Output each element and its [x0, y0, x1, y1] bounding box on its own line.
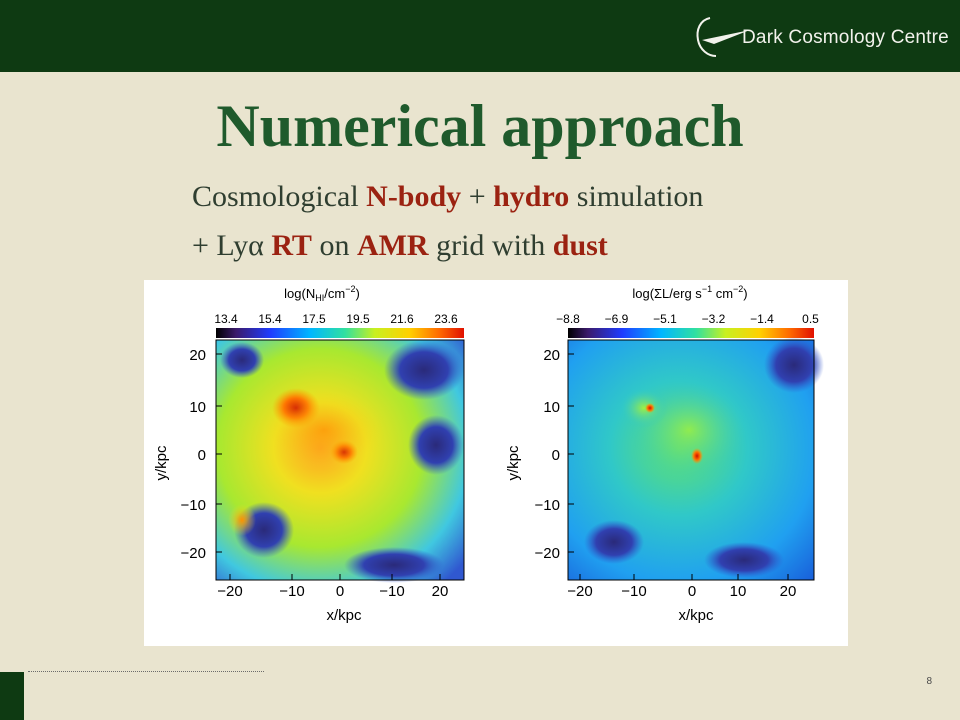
left-x-tick-label: −10 [279, 583, 304, 600]
left-map [215, 339, 465, 583]
line1-text-a: Cosmological [192, 180, 367, 213]
left-x-ticks: −20 −10 0 −10 20 [217, 574, 448, 600]
left-y-axis-label: y/kpc [153, 445, 170, 481]
amr-highlight: AMR [356, 229, 429, 262]
left-x-axis-label: x/kpc [326, 607, 362, 624]
left-colorbar-tick-label: 15.4 [258, 312, 282, 326]
rt-highlight: RT [271, 229, 312, 262]
line2-text-d: grid with [428, 229, 553, 262]
line2-text-a: + Ly [192, 229, 249, 262]
right-panel: log(ΣL/erg s−1 cm−2) −8.8 −6.9 −5.1 −3.2 −1.… [505, 284, 824, 624]
right-y-ticks: 20 10 0 −10 −20 [535, 347, 574, 562]
right-x-ticks: −20 −10 0 10 20 [567, 574, 796, 600]
slide-title: Numerical approach [216, 93, 744, 159]
right-x-axis-label: x/kpc [678, 607, 714, 624]
page-number: 8 [926, 676, 932, 687]
line1-text-b: + [461, 180, 494, 213]
left-y-tick-label: −10 [181, 497, 206, 514]
right-x-tick-label: −10 [621, 583, 646, 600]
left-x-tick-label: 0 [336, 583, 344, 600]
alpha-symbol: α [248, 229, 264, 262]
right-colorbar-label: log(ΣL/erg s−1 cm−2) [632, 284, 747, 301]
right-x-tick-label: −20 [567, 583, 592, 600]
subtitle-line-1: Cosmological N-body + hydro simulation [192, 180, 703, 214]
simulation-maps-svg: log(NHI/cm−2) 13.4 15.4 17.5 19.5 21.6 23.6 2… [153, 284, 824, 624]
right-colorbar-tick-label: −1.4 [750, 312, 774, 326]
right-y-tick-label: −20 [535, 545, 560, 562]
left-y-tick-label: 10 [189, 399, 206, 416]
right-colorbar-tick-label: −6.9 [605, 312, 629, 326]
dust-highlight: dust [552, 229, 608, 262]
right-x-tick-label: 10 [730, 583, 747, 600]
left-y-tick-label: 20 [189, 347, 206, 364]
left-y-tick-label: 0 [198, 447, 206, 464]
simulation-figure: log(NHI/cm−2) 13.4 15.4 17.5 19.5 21.6 23.6 2… [144, 280, 848, 646]
right-colorbar [568, 328, 814, 338]
right-colorbar-tick-label: −5.1 [653, 312, 677, 326]
left-colorbar-tick-label: 23.6 [434, 312, 458, 326]
left-x-tick-label: −10 [379, 583, 404, 600]
left-colorbar-tick-label: 13.4 [214, 312, 238, 326]
left-colorbar-ticks: 13.4 15.4 17.5 19.5 21.6 23.6 [214, 312, 458, 326]
left-colorbar-label: log(NHI/cm−2) [284, 284, 360, 303]
right-colorbar-ticks: −8.8 −6.9 −5.1 −3.2 −1.4 0.5 [556, 312, 819, 326]
right-map [567, 337, 824, 581]
right-colorbar-tick-label: −8.8 [556, 312, 580, 326]
right-y-tick-label: −10 [535, 497, 560, 514]
right-x-tick-label: 20 [780, 583, 797, 600]
footer-accent-block [0, 672, 24, 720]
right-colorbar-tick-label: −3.2 [702, 312, 726, 326]
logo-text: Dark Cosmology Centre [742, 27, 949, 48]
right-x-tick-label: 0 [688, 583, 696, 600]
left-panel: log(NHI/cm−2) 13.4 15.4 17.5 19.5 21.6 23.6 2… [153, 284, 465, 624]
right-y-tick-label: 20 [543, 347, 560, 364]
right-y-tick-label: 10 [543, 399, 560, 416]
right-y-tick-label: 0 [552, 447, 560, 464]
left-colorbar-tick-label: 21.6 [390, 312, 414, 326]
left-y-tick-label: −20 [181, 545, 206, 562]
nbody-highlight: N-body [366, 180, 462, 213]
left-colorbar-tick-label: 19.5 [346, 312, 370, 326]
left-y-ticks: 20 10 0 −10 −20 [181, 347, 222, 562]
header-bar: Dark Cosmology Centre [0, 0, 960, 72]
hydro-highlight: hydro [493, 180, 570, 213]
right-colorbar-tick-label: 0.5 [802, 312, 819, 326]
footer-divider [28, 671, 264, 672]
comet-logo-icon [696, 17, 750, 57]
dark-cosmology-centre-logo: Dark Cosmology Centre [692, 14, 952, 62]
left-colorbar [216, 328, 464, 338]
subtitle-line-2: + Lyα RT on AMR grid with dust [192, 229, 608, 263]
left-x-tick-label: 20 [432, 583, 449, 600]
left-x-tick-label: −20 [217, 583, 242, 600]
line1-text-c: simulation [569, 180, 704, 213]
line2-text-c: on [311, 229, 357, 262]
right-y-axis-label: y/kpc [505, 445, 522, 481]
left-colorbar-tick-label: 17.5 [302, 312, 326, 326]
